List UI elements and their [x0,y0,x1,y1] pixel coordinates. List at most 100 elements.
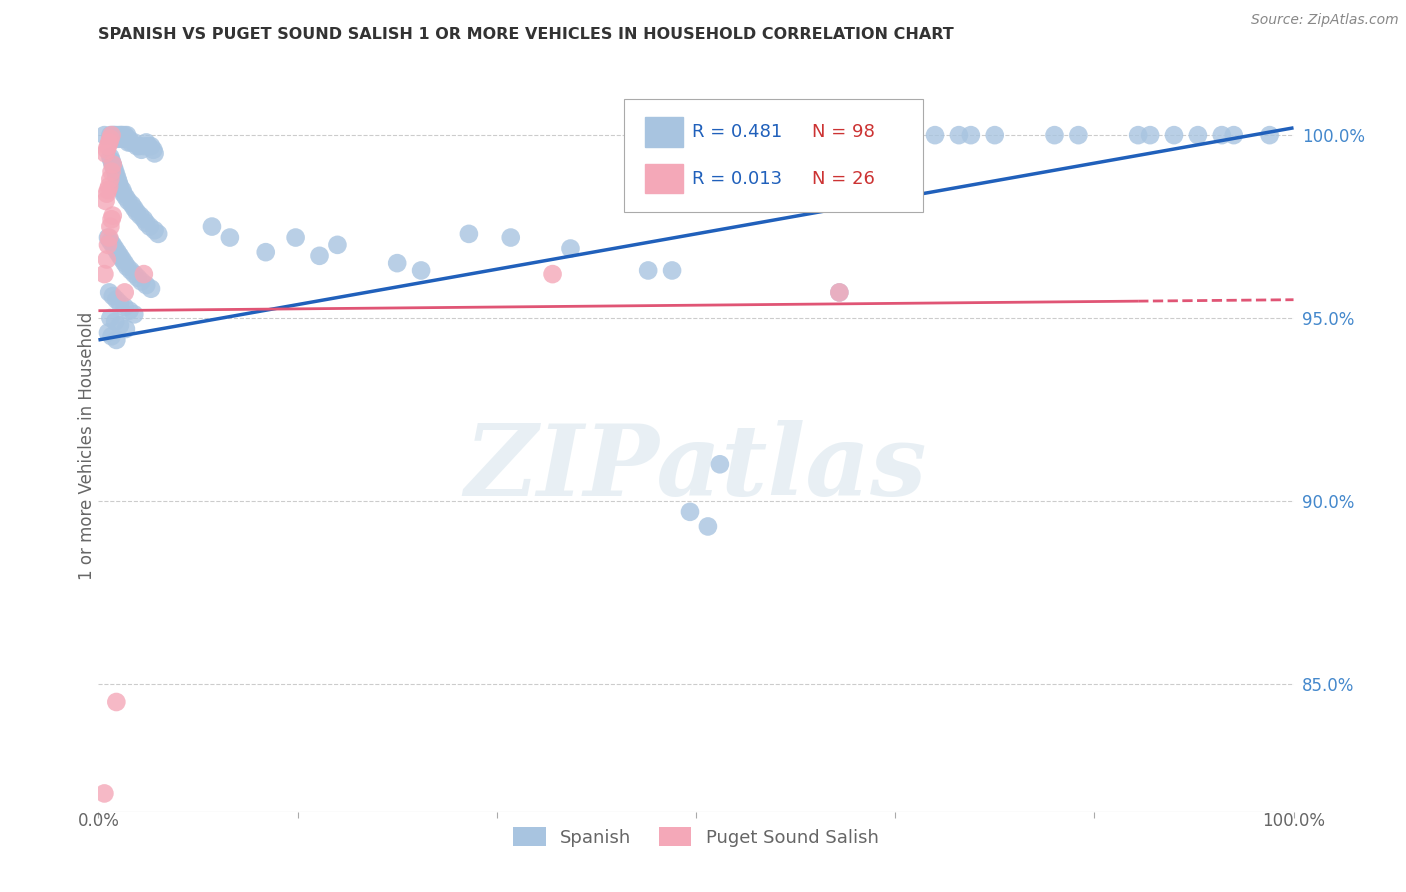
Point [1211,128,1233,142]
Point [132,139,155,153]
Point [124,307,146,321]
Point [108,132,131,146]
Point [115,128,138,142]
Point [97,237,120,252]
Text: R = 0.481: R = 0.481 [692,123,783,141]
Point [110,128,132,142]
Point [127,270,149,285]
Point [93,128,115,142]
Point [114,132,136,146]
Y-axis label: 1 or more Vehicles in Household: 1 or more Vehicles in Household [79,312,96,580]
Point [97,326,120,340]
Point [108,296,131,310]
Text: Source: ZipAtlas.com: Source: ZipAtlas.com [1251,13,1399,28]
Point [135,216,157,230]
Point [709,458,731,472]
Point [108,179,131,194]
Point [560,242,582,256]
Point [98,311,122,326]
Point [139,219,162,234]
Point [115,132,138,146]
Point [201,219,224,234]
Point [1139,128,1161,142]
Legend: Spanish, Puget Sound Salish: Spanish, Puget Sound Salish [506,820,886,854]
Point [98,179,121,194]
Point [105,169,128,183]
Point [1163,128,1185,142]
Point [135,278,157,293]
Point [111,252,134,267]
Point [308,249,330,263]
Point [100,329,122,343]
Text: 0.0%: 0.0% [77,812,120,830]
Point [98,128,122,142]
FancyBboxPatch shape [624,99,922,212]
Point [100,153,122,168]
Point [326,237,349,252]
Point [1043,128,1066,142]
Point [93,787,115,801]
Point [499,230,522,244]
Point [101,237,124,252]
Text: SPANISH VS PUGET SOUND SALISH 1 OR MORE VEHICLES IN HOUSEHOLD CORRELATION CHART: SPANISH VS PUGET SOUND SALISH 1 OR MORE … [98,27,955,42]
Point [138,139,160,153]
Point [124,136,146,150]
Point [107,245,129,260]
Point [115,260,138,274]
Point [100,128,122,142]
Point [661,263,683,277]
Point [101,209,124,223]
Point [125,139,148,153]
Point [98,150,122,164]
Point [105,293,128,307]
Point [114,256,136,270]
Point [541,267,564,281]
Point [104,315,127,329]
Point [142,143,165,157]
Text: R = 0.013: R = 0.013 [692,169,783,187]
Point [679,505,702,519]
Point [132,212,155,227]
Point [1223,128,1246,142]
Point [94,194,117,208]
Point [984,128,1007,142]
Point [107,132,129,146]
Point [114,300,136,314]
Point [103,128,125,142]
Point [98,132,122,146]
Point [115,190,138,204]
Point [148,227,170,241]
Point [117,136,139,150]
Point [828,285,851,300]
Point [1258,128,1281,142]
Point [98,234,122,248]
Point [1128,128,1150,142]
Point [107,172,129,186]
Point [108,249,131,263]
Point [121,197,143,211]
Point [111,183,134,197]
Point [111,128,134,142]
Text: 100.0%: 100.0% [1263,812,1324,830]
Point [219,230,242,244]
Point [828,285,851,300]
Point [107,176,129,190]
Point [97,139,120,153]
Point [124,267,146,281]
Point [101,289,124,303]
Point [104,242,127,256]
Point [97,183,120,197]
Point [117,132,139,146]
Point [114,128,136,142]
Point [98,136,121,150]
Point [103,161,125,175]
Point [114,285,136,300]
Point [132,267,155,281]
Point [112,186,135,201]
Point [129,209,152,223]
Text: N = 26: N = 26 [811,169,875,187]
Bar [644,117,683,146]
Point [948,128,970,142]
Point [697,519,720,533]
Point [101,157,124,171]
